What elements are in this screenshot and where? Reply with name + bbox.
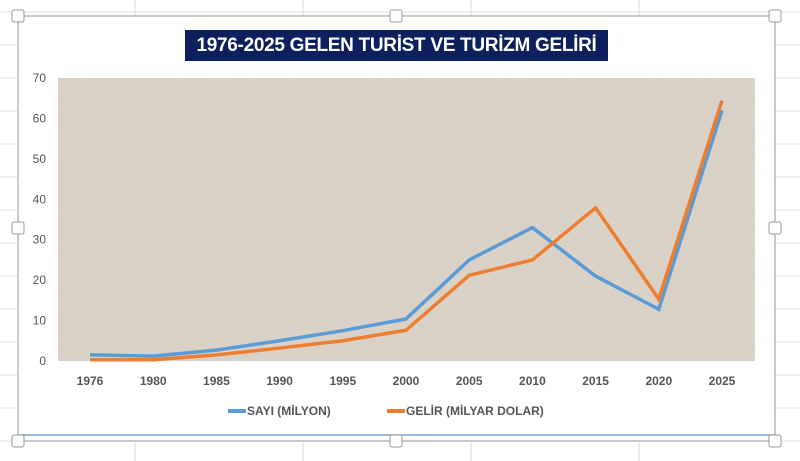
x-tick-label: 2020 — [645, 374, 672, 388]
x-tick-label: 2000 — [393, 374, 420, 388]
y-tick-label: 70 — [33, 71, 47, 85]
resize-handle[interactable] — [11, 9, 25, 23]
y-tick-label: 0 — [39, 354, 46, 368]
y-tick-label: 20 — [33, 273, 47, 287]
legend-label-1: GELİR (MİLYAR DOLAR) — [406, 403, 544, 418]
resize-handle[interactable] — [389, 9, 403, 23]
x-tick-label: 2015 — [582, 374, 609, 388]
resize-handle[interactable] — [768, 9, 782, 23]
y-tick-label: 60 — [33, 111, 47, 125]
chart-title: 1976-2025 GELEN TURİST VE TURİZM GELİRİ — [185, 30, 608, 61]
y-tick-label: 30 — [33, 233, 47, 247]
plot-texture — [58, 78, 755, 361]
resize-handle[interactable] — [11, 434, 25, 448]
y-tick-label: 10 — [33, 314, 47, 328]
x-tick-label: 2025 — [709, 374, 736, 388]
resize-handle[interactable] — [768, 434, 782, 448]
x-tick-label: 1980 — [140, 374, 167, 388]
y-tick-label: 50 — [33, 152, 47, 166]
x-tick-label: 1976 — [77, 374, 104, 388]
x-tick-label: 1985 — [203, 374, 230, 388]
y-tick-label: 40 — [33, 192, 47, 206]
legend-label-0: SAYI (MİLYON) — [247, 403, 331, 418]
resize-handle[interactable] — [768, 221, 782, 235]
x-tick-label: 1990 — [266, 374, 293, 388]
resize-handle[interactable] — [11, 221, 25, 235]
resize-handle[interactable] — [389, 434, 403, 448]
x-tick-label: 2010 — [519, 374, 546, 388]
x-tick-label: 1995 — [329, 374, 356, 388]
x-tick-label: 2005 — [456, 374, 483, 388]
